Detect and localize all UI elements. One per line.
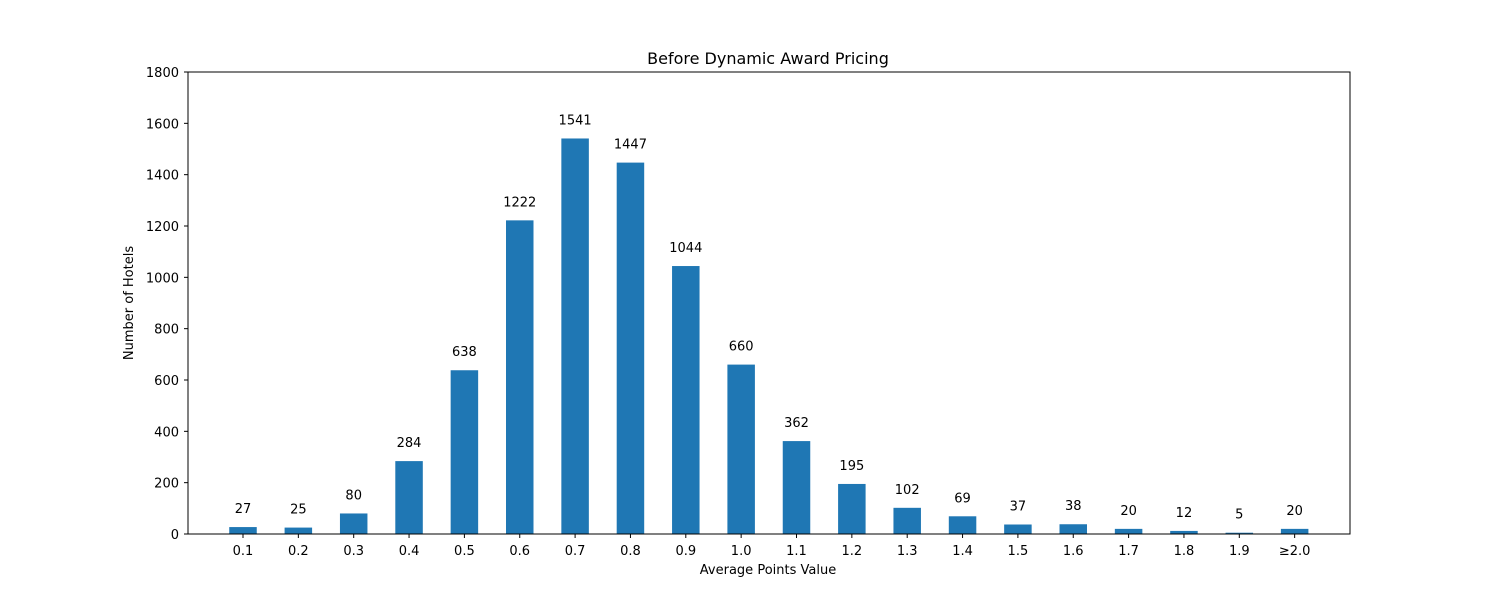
data-label: 1222 <box>503 195 536 210</box>
x-tick-label: 1.2 <box>842 544 863 559</box>
bar-1.9 <box>1225 532 1254 534</box>
bar-1.2 <box>838 483 866 534</box>
data-label: 38 <box>1065 499 1082 514</box>
y-tick-label: 1000 <box>146 271 179 286</box>
x-axis: 0.1 0.2 0.3 0.4 0.5 0.6 0.7 0.8 0.9 1.0 1.1 1.2 1.3 1… <box>233 534 1311 559</box>
bar-0.1 <box>229 527 257 534</box>
bar-0.5 <box>450 370 479 534</box>
data-label: 37 <box>1010 500 1027 515</box>
data-label: 195 <box>839 459 864 474</box>
x-tick-label: 0.8 <box>620 544 641 559</box>
bar-1.3 <box>893 507 921 534</box>
bar-1.5 <box>1004 524 1032 534</box>
data-label: 102 <box>895 483 920 498</box>
bar-1.1 <box>782 441 811 534</box>
bar-≥2.0 <box>1280 528 1309 534</box>
x-tick-label: 1.1 <box>786 544 807 559</box>
y-axis-title: Number of Hotels <box>122 246 137 360</box>
bar-0.7 <box>561 138 589 534</box>
data-label: 20 <box>1286 504 1303 519</box>
data-label: 284 <box>397 436 422 451</box>
y-tick-label: 1400 <box>146 169 179 184</box>
x-tick-label: 0.3 <box>343 544 364 559</box>
x-tick-label: 0.5 <box>454 544 475 559</box>
bar-1.8 <box>1170 530 1198 534</box>
x-tick-label: 0.6 <box>509 544 530 559</box>
data-label: 660 <box>729 340 754 355</box>
bar-1.6 <box>1059 524 1087 534</box>
bar-1.7 <box>1114 528 1143 534</box>
x-axis-title: Average Points Value <box>700 563 836 578</box>
y-tick-label: 800 <box>154 323 179 338</box>
y-tick-label: 200 <box>154 477 179 492</box>
bar-0.2 <box>284 527 313 534</box>
bars-layer <box>229 138 1309 534</box>
plot-frame <box>187 71 1351 535</box>
x-tick-label: 1.7 <box>1118 544 1139 559</box>
x-tick-label: 1.0 <box>731 544 752 559</box>
x-tick-label: 1.5 <box>1008 544 1029 559</box>
bar-0.3 <box>339 513 368 534</box>
y-tick-label: 1200 <box>146 220 179 235</box>
data-label: 5 <box>1235 508 1243 523</box>
x-tick-label: ≥2.0 <box>1279 544 1311 559</box>
y-tick-label: 400 <box>154 425 179 440</box>
x-tick-label: 0.9 <box>675 544 696 559</box>
x-tick-label: 0.2 <box>288 544 309 559</box>
chart-title: Before Dynamic Award Pricing <box>647 49 889 68</box>
bar-0.9 <box>672 266 700 534</box>
bar-1.0 <box>727 364 755 534</box>
x-tick-label: 1.6 <box>1063 544 1084 559</box>
x-tick-label: 1.9 <box>1229 544 1250 559</box>
data-label: 1541 <box>559 113 592 128</box>
x-tick-label: 0.7 <box>565 544 586 559</box>
data-label: 20 <box>1120 504 1137 519</box>
x-tick-label: 1.3 <box>897 544 918 559</box>
y-tick-label: 0 <box>171 528 179 543</box>
y-tick-label: 600 <box>154 374 179 389</box>
data-label: 362 <box>784 416 809 431</box>
bar-0.6 <box>506 220 534 534</box>
data-label: 638 <box>452 345 477 360</box>
y-axis: 0 200 400 600 800 1000 1200 1400 1600 1800 <box>146 66 188 543</box>
data-label: 27 <box>235 502 252 517</box>
y-tick-label: 1600 <box>146 117 179 132</box>
x-tick-label: 0.1 <box>233 544 254 559</box>
x-tick-label: 1.4 <box>952 544 973 559</box>
y-tick-label: 1800 <box>146 66 179 81</box>
x-tick-label: 0.4 <box>399 544 420 559</box>
data-label: 12 <box>1176 506 1193 521</box>
bar-0.4 <box>395 461 423 534</box>
x-tick-label: 1.8 <box>1174 544 1195 559</box>
data-label: 1044 <box>669 241 702 256</box>
bar-0.8 <box>616 162 645 534</box>
data-labels-layer: 27 25 80 284 638 1222 1541 1447 1044 660 362 195 102… <box>235 113 1303 522</box>
data-label: 80 <box>345 488 362 503</box>
data-label: 69 <box>954 491 971 506</box>
bar-1.4 <box>948 516 977 534</box>
data-label: 1447 <box>614 138 647 153</box>
data-label: 25 <box>290 503 307 518</box>
